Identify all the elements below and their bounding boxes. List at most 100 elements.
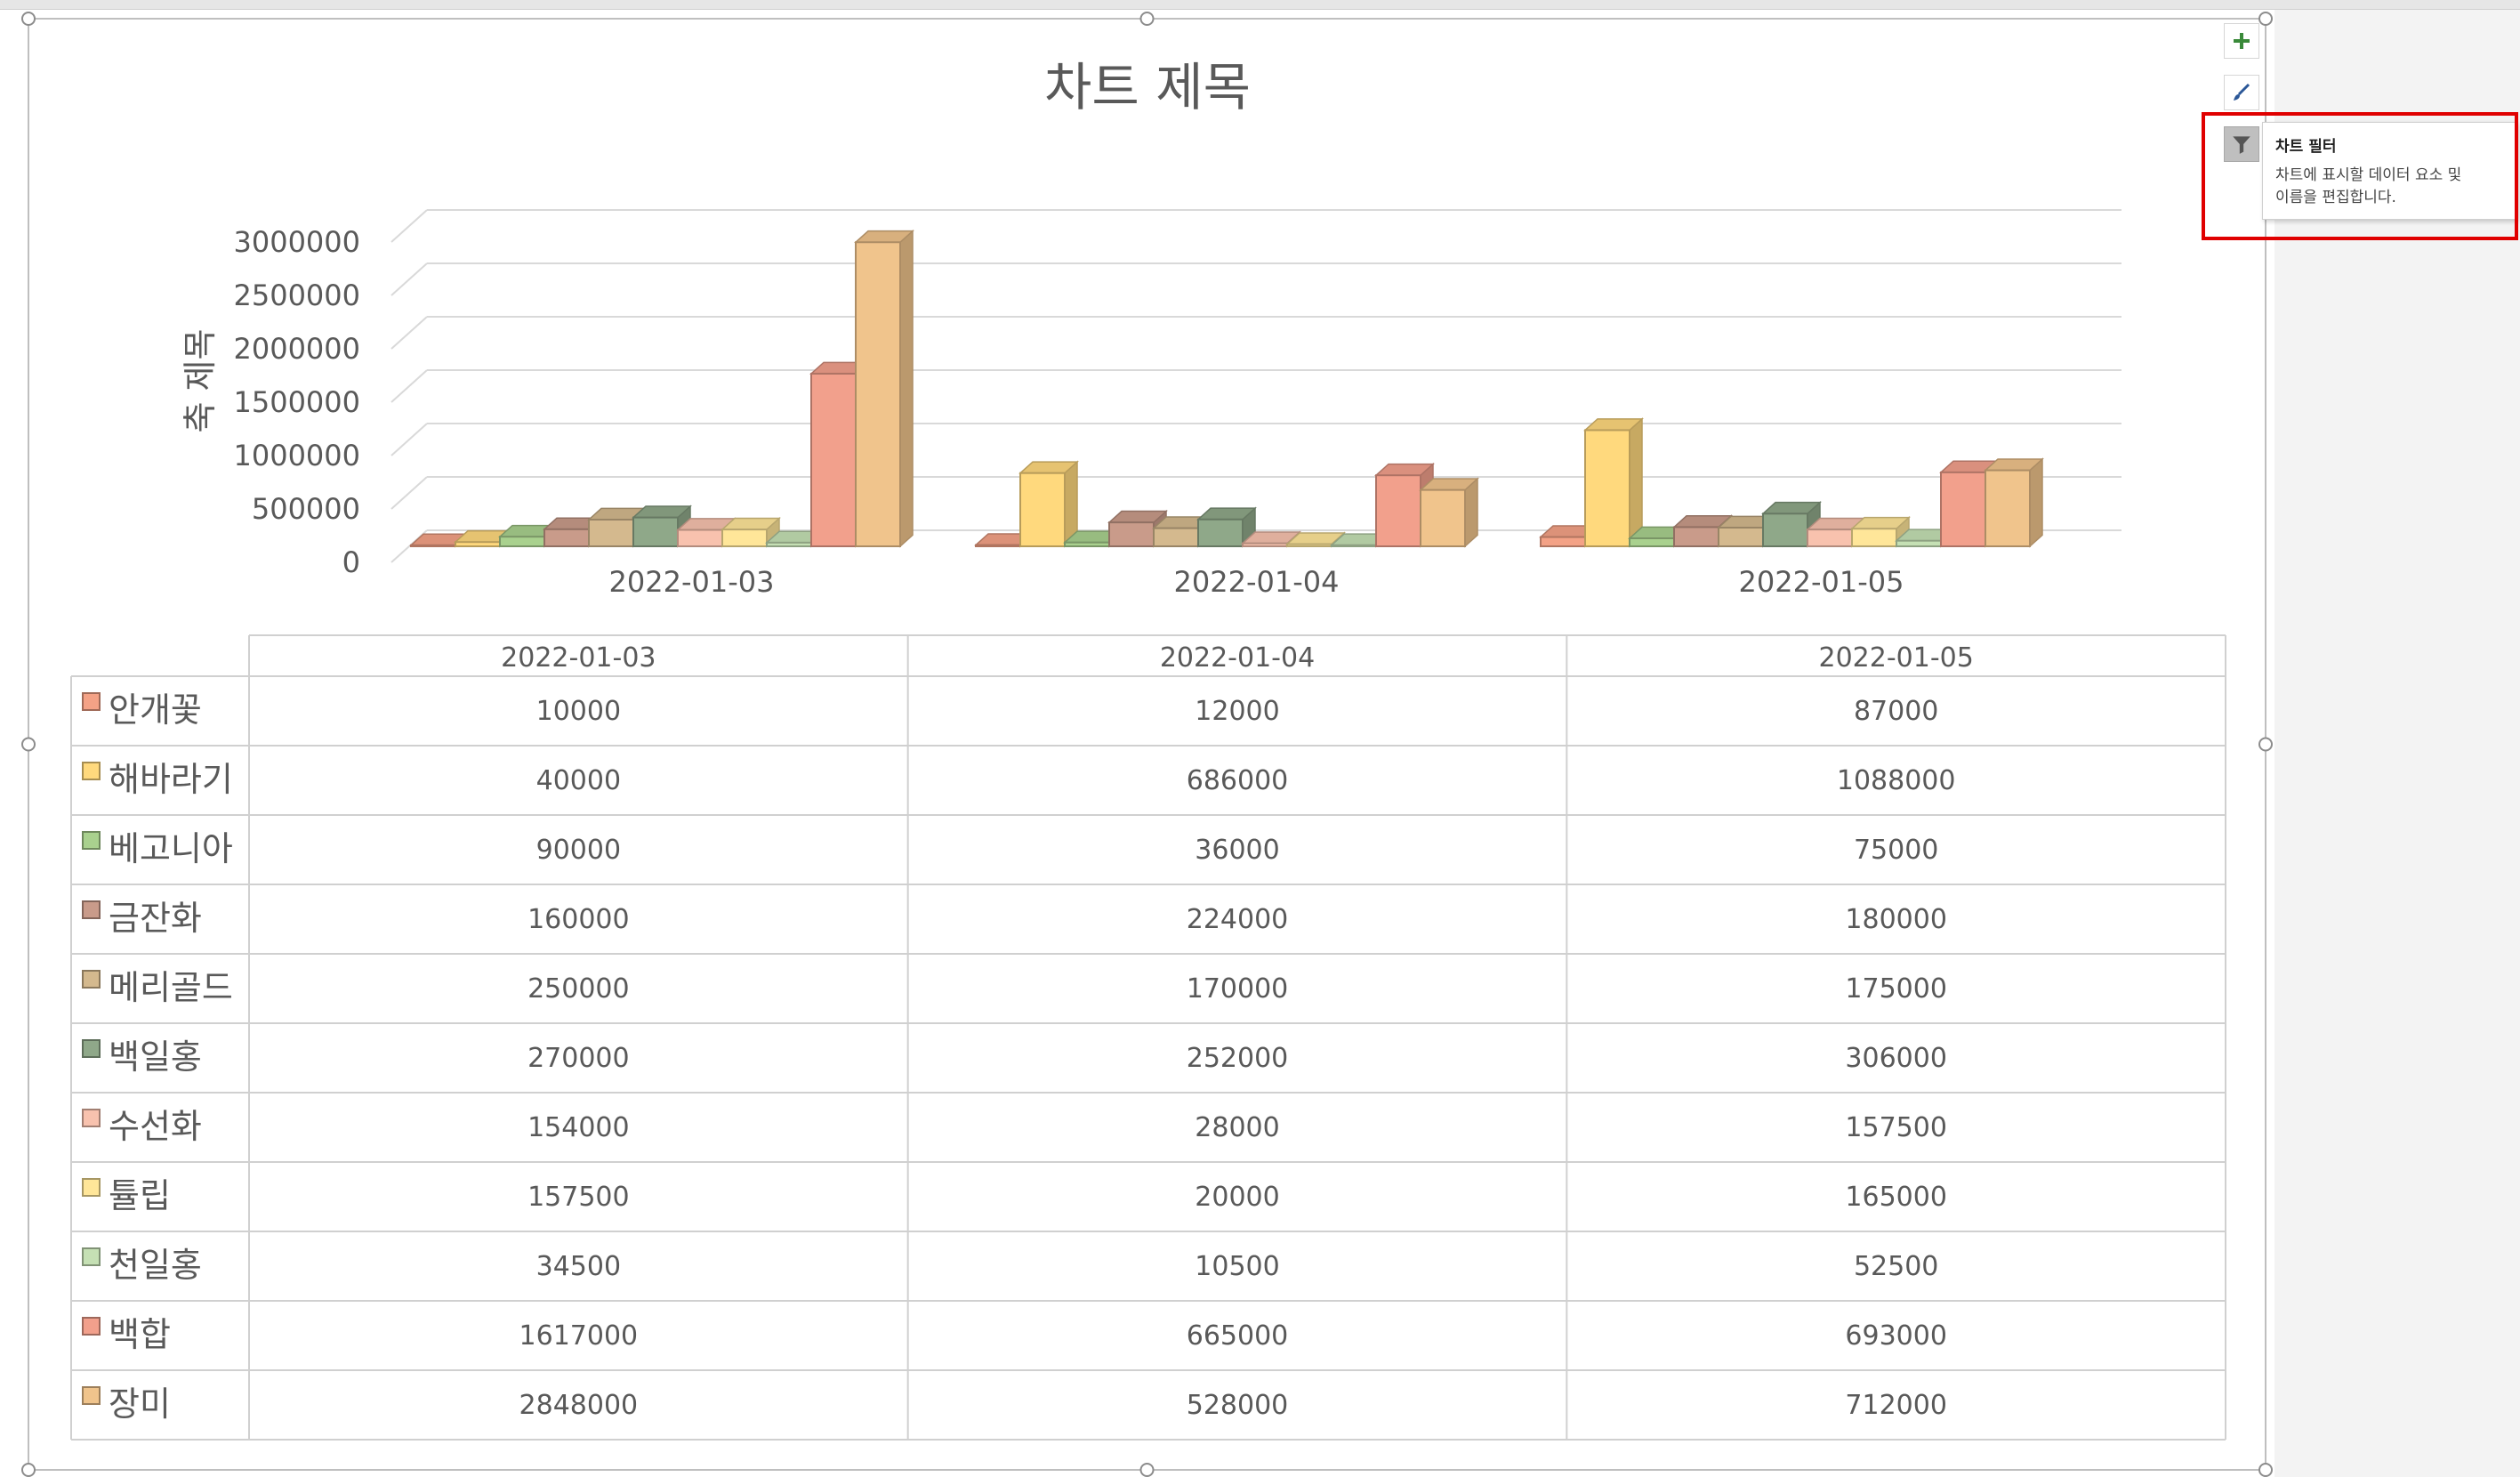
table-cell: 157500 xyxy=(527,1182,630,1213)
table-cell: 90000 xyxy=(536,835,621,866)
resize-handle[interactable] xyxy=(1139,12,1155,26)
bar[interactable] xyxy=(1419,477,1479,548)
y-tick-label: 1500000 xyxy=(233,385,360,419)
legend-key xyxy=(82,692,101,711)
legend-label: 백합 xyxy=(109,1315,171,1354)
legend-key xyxy=(82,900,101,919)
table-cell: 12000 xyxy=(1195,696,1279,727)
top-bar xyxy=(0,0,2520,10)
table-cell: 160000 xyxy=(527,904,630,935)
bars[interactable] xyxy=(409,229,2044,548)
highlight-box xyxy=(2202,112,2518,240)
table-cell: 20000 xyxy=(1195,1182,1279,1213)
table-cell: 157500 xyxy=(1845,1112,1947,1143)
brush-icon xyxy=(2234,83,2250,101)
tooltip-line-2: 이름을 편집합니다. xyxy=(2275,189,2396,206)
resize-handle[interactable] xyxy=(21,737,36,752)
table-cell: 1088000 xyxy=(1837,765,1956,796)
gridline-depth xyxy=(390,209,428,243)
bar[interactable] xyxy=(1806,516,1866,548)
left-strip xyxy=(0,10,24,1477)
table-cell: 36000 xyxy=(1195,835,1279,866)
table-cell: 180000 xyxy=(1845,904,1947,935)
bar[interactable] xyxy=(1196,506,1257,548)
y-tick-label: 0 xyxy=(342,545,360,579)
chart-filter-button[interactable] xyxy=(2224,126,2259,162)
chart-elements-button[interactable] xyxy=(2224,23,2259,59)
resize-handle[interactable] xyxy=(21,1463,36,1477)
chart-filter-tooltip: 차트 필터 차트에 표시할 데이터 요소 및 이름을 편집합니다. xyxy=(2262,122,2516,220)
data-table: 2022-01-03 2022-01-04 2022-01-05 안개꽃 10000 12… xyxy=(70,634,2226,1441)
gridline-depth xyxy=(390,316,428,350)
table-cell: 165000 xyxy=(1845,1182,1947,1213)
gridlines xyxy=(390,209,2121,563)
legend-key xyxy=(82,831,101,850)
legend-key xyxy=(82,1386,101,1405)
y-axis: 0 500000 1000000 1500000 2000000 2500000 30000… xyxy=(233,225,360,579)
y-tick-label: 1000000 xyxy=(233,439,360,472)
table-cell: 1617000 xyxy=(519,1320,639,1352)
y-axis-title[interactable]: 축 제목 xyxy=(181,329,220,433)
legend-key xyxy=(82,1178,101,1197)
chart-area[interactable] xyxy=(24,10,2274,1477)
table-cell: 252000 xyxy=(1187,1043,1289,1074)
legend-key xyxy=(82,970,101,989)
legend-key xyxy=(82,1247,101,1266)
y-tick-label: 2000000 xyxy=(233,332,360,366)
table-header: 2022-01-04 xyxy=(1160,642,1315,674)
chart-frame[interactable] xyxy=(21,12,2273,1477)
table-cell: 87000 xyxy=(1854,696,1938,727)
x-category-label: 2022-01-03 xyxy=(609,565,775,599)
bar[interactable] xyxy=(1018,460,1079,548)
legend-key xyxy=(82,1109,101,1127)
table-header: 2022-01-05 xyxy=(1818,642,1973,674)
table-cell: 306000 xyxy=(1845,1043,1947,1074)
resize-handle[interactable] xyxy=(1139,1463,1155,1477)
legend-label: 해바라기 xyxy=(109,760,233,799)
bar[interactable] xyxy=(1761,500,1822,548)
x-axis: 2022-01-03 2022-01-04 2022-01-05 xyxy=(609,565,1904,599)
table-cell: 2848000 xyxy=(519,1390,639,1421)
table-cell: 34500 xyxy=(536,1251,621,1282)
chart-title[interactable]: 차트 제목 xyxy=(1044,57,1251,117)
bar[interactable] xyxy=(1583,417,1644,548)
bar[interactable] xyxy=(632,504,692,548)
gridline-depth xyxy=(390,476,428,510)
right-panel xyxy=(2274,10,2520,1477)
resize-handle[interactable] xyxy=(21,12,36,26)
table-cell: 175000 xyxy=(1845,973,1947,1005)
table-cell: 712000 xyxy=(1845,1390,1947,1421)
funnel-icon xyxy=(2233,136,2250,154)
legend-label: 안개꽃 xyxy=(109,690,202,730)
gridline-depth xyxy=(390,423,428,456)
legend-key xyxy=(82,762,101,780)
table-cell: 250000 xyxy=(527,973,630,1005)
x-category-label: 2022-01-04 xyxy=(1174,565,1340,599)
legend-label: 메리골드 xyxy=(109,968,233,1007)
bar[interactable] xyxy=(1984,457,2044,548)
tooltip-title: 차트 필터 xyxy=(2275,138,2337,156)
resize-handle[interactable] xyxy=(2258,12,2273,26)
bar[interactable] xyxy=(854,229,914,548)
bar[interactable] xyxy=(721,516,781,548)
legend-label: 천일홍 xyxy=(109,1246,202,1285)
table-cell: 40000 xyxy=(536,765,621,796)
y-tick-label: 2500000 xyxy=(233,278,360,312)
bar[interactable] xyxy=(1850,515,1911,548)
table-cell: 154000 xyxy=(527,1112,630,1143)
resize-handle[interactable] xyxy=(2258,1463,2273,1477)
x-category-label: 2022-01-05 xyxy=(1739,565,1904,599)
table-cell: 75000 xyxy=(1854,835,1938,866)
legend-label: 장미 xyxy=(109,1384,171,1424)
legend-label: 튤립 xyxy=(109,1176,171,1215)
legend-label: 백일홍 xyxy=(109,1037,202,1077)
y-tick-label: 500000 xyxy=(252,492,360,526)
legend-label: 수선화 xyxy=(109,1107,202,1146)
resize-handle[interactable] xyxy=(2258,737,2273,752)
table-cell: 270000 xyxy=(527,1043,630,1074)
chart-styles-button[interactable] xyxy=(2224,75,2259,110)
legend-key xyxy=(82,1039,101,1058)
bar[interactable] xyxy=(1374,462,1435,548)
table-cell: 10500 xyxy=(1195,1251,1279,1282)
